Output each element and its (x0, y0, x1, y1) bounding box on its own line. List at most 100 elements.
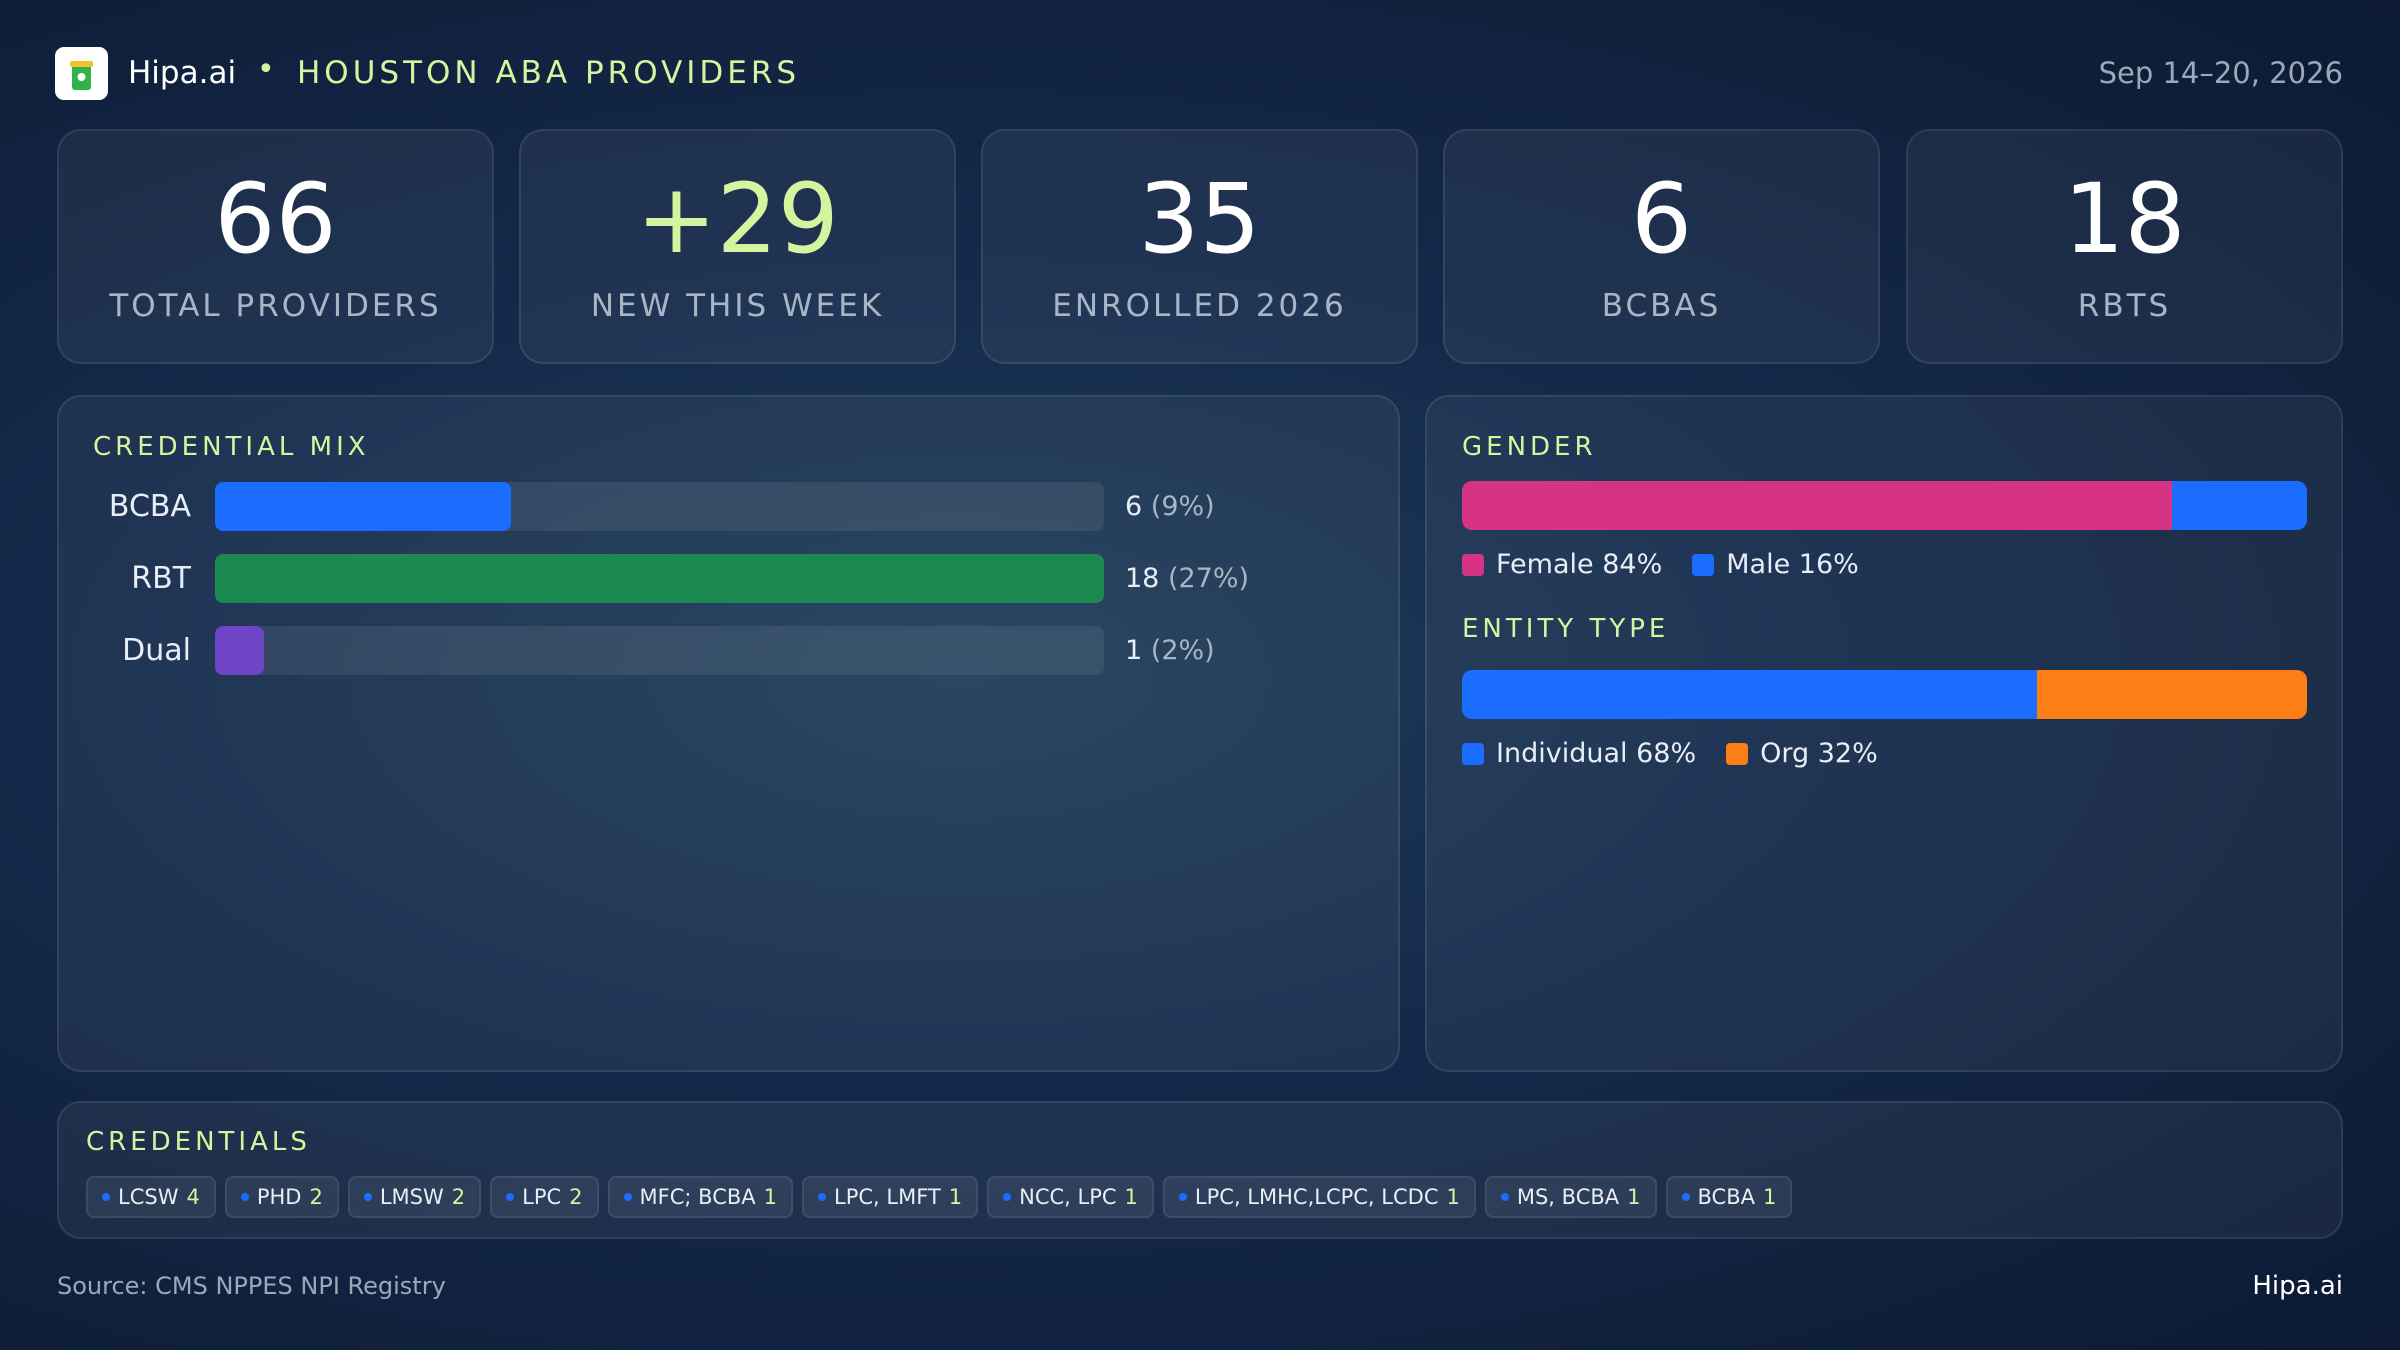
chip-dot (1003, 1193, 1012, 1201)
bar-track (215, 482, 1104, 531)
bar-label: Dual (122, 633, 191, 668)
legend-item: Male 16% (1692, 549, 1859, 580)
legend-value: 32% (1817, 738, 1878, 769)
bar-value: 18 (27%) (1125, 563, 1249, 594)
bar (215, 554, 1104, 603)
section-title: CREDENTIAL MIX (93, 432, 370, 462)
chip-dot (240, 1193, 249, 1201)
legend-swatch (1462, 742, 1484, 765)
chip-count: 2 (309, 1185, 323, 1209)
chip-name: LCSW (118, 1185, 179, 1209)
date-range: Sep 14–20, 2026 (2098, 56, 2343, 90)
credential-chip: MFC; BCBA 1 (607, 1176, 794, 1218)
value-share: (2%) (1150, 635, 1215, 666)
kpi-value: 18 (2063, 163, 2186, 275)
kpi-card: 35 ENROLLED 2026 (981, 129, 1418, 364)
kpi-value: 66 (214, 163, 337, 275)
credentials-panel: CREDENTIALS LCSW 4 PHD 2 LMSW 2 LPC 2 MFC; BCBA 1… (57, 1101, 2343, 1239)
chip-name: LMSW (379, 1185, 444, 1209)
legend-value: 16% (1798, 549, 1859, 580)
kpi-label: TOTAL PROVIDERS (109, 288, 442, 324)
bar-label: RBT (131, 561, 191, 596)
chip-name: LPC (522, 1185, 562, 1209)
section-title: CREDENTIALS (86, 1127, 311, 1157)
chip-count: 1 (948, 1185, 963, 1209)
bar-track (215, 554, 1104, 603)
legend-text: Male 16% (1726, 549, 1859, 580)
credential-chip: BCBA 1 (1665, 1176, 1793, 1218)
chip-name: PHD (256, 1185, 302, 1209)
section-title: GENDER (1462, 432, 1597, 462)
chip-dot (818, 1193, 827, 1201)
legend-item: Org 32% (1726, 738, 1878, 769)
legend-value: 68% (1636, 738, 1697, 769)
value-number: 1 (1125, 635, 1143, 666)
legend-value: 84% (1602, 549, 1663, 580)
credential-chip: LPC 2 (490, 1176, 599, 1218)
bar-track (215, 626, 1104, 675)
chip-count: 2 (451, 1185, 466, 1209)
legend-text: Org 32% (1760, 738, 1878, 769)
footer-brand: Hipa.ai (2252, 1271, 2343, 1301)
credential-chip: MS, BCBA 1 (1484, 1176, 1657, 1218)
kpi-card: 66 TOTAL PROVIDERS (57, 129, 494, 364)
kpi-card: +29 NEW THIS WEEK (519, 129, 956, 364)
credential-chip: LPC, LMFT 1 (802, 1176, 979, 1218)
legend-item: Female 84% (1462, 549, 1662, 580)
legend-name: Org (1760, 738, 1810, 769)
kpi-label: BCBAS (1601, 288, 1722, 324)
chip-name: MS, BCBA (1516, 1185, 1620, 1209)
bar (215, 482, 512, 531)
chip-count: 1 (1627, 1185, 1641, 1209)
chip-dot (1178, 1193, 1187, 1201)
chip-count: 1 (1763, 1185, 1777, 1209)
value-share: (27%) (1167, 563, 1250, 594)
chip-count: 1 (763, 1185, 778, 1209)
credential-mix-panel: CREDENTIAL MIX BCBA 6 (9%) RBT 18 (27%) Dual… (57, 395, 1400, 1072)
credential-chips: LCSW 4 PHD 2 LMSW 2 LPC 2 MFC; BCBA 1 LPC, LMFT 1 NC… (86, 1176, 1793, 1218)
brand: Hipa.ai (128, 55, 237, 91)
source-note: Source: CMS NPPES NPI Registry (57, 1272, 446, 1300)
chip-dot (1681, 1193, 1690, 1201)
chip-dot (623, 1193, 632, 1201)
chip-name: NCC, LPC (1019, 1185, 1117, 1209)
legend-text: Individual 68% (1496, 738, 1696, 769)
gender-chart: Female 84% Male 16% (1462, 481, 2307, 580)
report-title: HOUSTON ABA PROVIDERS (297, 55, 801, 91)
chip-count: 2 (569, 1185, 583, 1209)
separator: • (257, 52, 275, 87)
chip-name: MFC; BCBA (639, 1185, 756, 1209)
bar-value: 1 (2%) (1125, 635, 1215, 666)
chip-name: LPC, LMFT (834, 1185, 941, 1209)
bar-segment (1462, 670, 2037, 719)
legend-name: Male (1726, 549, 1791, 580)
value-number: 18 (1125, 563, 1160, 594)
chip-name: BCBA (1697, 1185, 1755, 1209)
kpi-value: 35 (1138, 163, 1261, 275)
legend-text: Female 84% (1496, 549, 1662, 580)
bar-label: BCBA (108, 489, 191, 524)
legend-name: Female (1496, 549, 1594, 580)
value-number: 6 (1125, 491, 1143, 522)
section-title: ENTITY TYPE (1462, 614, 1670, 644)
legend: Female 84% Male 16% (1462, 549, 2307, 580)
kpi-value: 6 (1630, 163, 1693, 275)
bar (215, 626, 265, 675)
legend: Individual 68% Org 32% (1462, 738, 2307, 769)
entity-chart: Individual 68% Org 32% (1462, 670, 2307, 769)
legend-item: Individual 68% (1462, 738, 1696, 769)
credential-chip: NCC, LPC 1 (987, 1176, 1154, 1218)
chip-name: LPC, LMHC,LCPC, LCDC (1194, 1185, 1439, 1209)
legend-swatch (1726, 742, 1749, 765)
kpi-label: NEW THIS WEEK (590, 288, 885, 324)
stacked-bar (1462, 670, 2307, 719)
kpi-value: +29 (636, 163, 839, 275)
legend-swatch (1462, 553, 1484, 576)
bar-segment (1462, 481, 2172, 530)
bar-segment (2036, 670, 2307, 719)
bar-value: 6 (9%) (1125, 491, 1215, 522)
kpi-label: ENROLLED 2026 (1052, 288, 1347, 324)
logo (55, 47, 108, 100)
credential-chip: LCSW 4 (86, 1176, 216, 1218)
